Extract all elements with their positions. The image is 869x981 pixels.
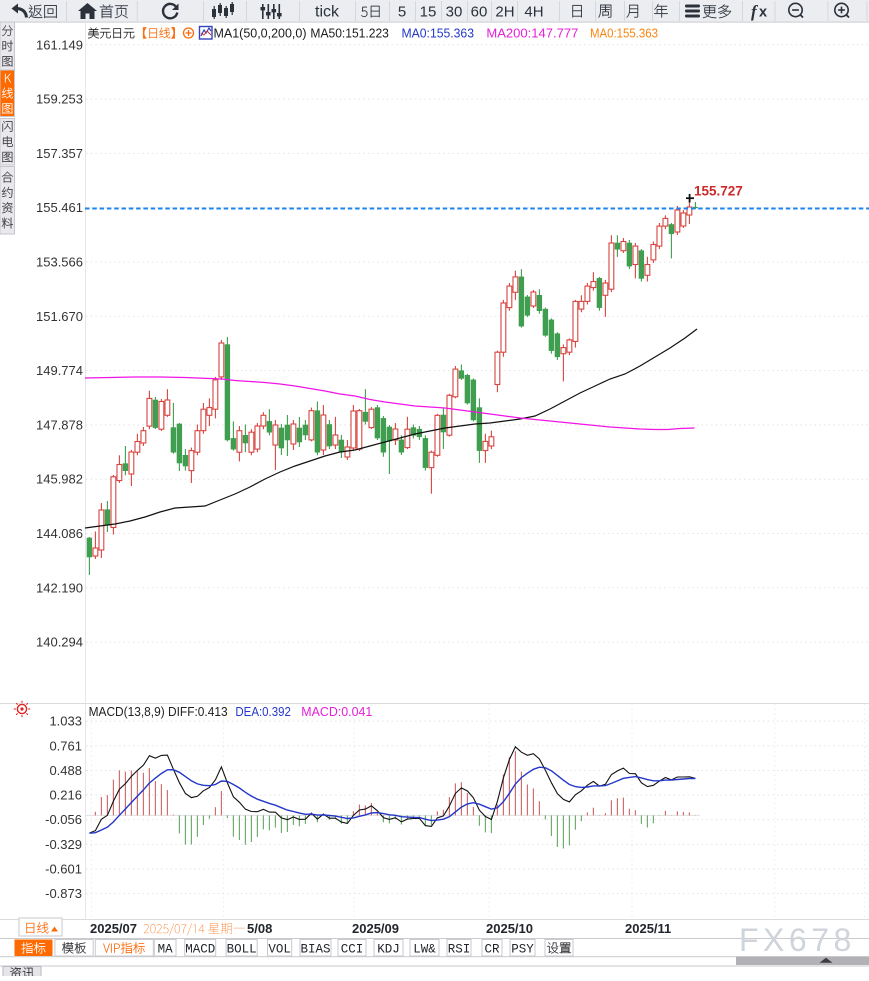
svg-text:2H: 2H [495,4,514,21]
svg-text:2025/11: 2025/11 [625,921,671,936]
svg-text:153.566: 153.566 [36,255,83,270]
svg-text:5/08: 5/08 [247,921,272,936]
svg-text:147.878: 147.878 [36,417,83,432]
svg-text:MA: MA [158,943,174,957]
svg-text:MA0:155.363: MA0:155.363 [590,26,658,41]
svg-text:MA200:147.777: MA200:147.777 [486,26,578,41]
svg-text:LW&: LW& [413,943,436,957]
svg-text:161.149: 161.149 [36,37,83,52]
svg-text:142.190: 142.190 [36,580,83,595]
svg-text:MACD: MACD [185,943,215,957]
svg-text:RSI: RSI [448,943,471,957]
svg-text:PSY: PSY [511,943,534,957]
svg-text:1.033: 1.033 [49,714,82,729]
svg-text:145.982: 145.982 [36,472,83,487]
svg-text:157.357: 157.357 [36,146,83,161]
svg-text:140.294: 140.294 [36,635,83,650]
svg-text:144.086: 144.086 [36,526,83,541]
svg-text:2025/10: 2025/10 [486,921,533,936]
svg-text:CCI: CCI [341,943,364,957]
svg-text:CR: CR [484,943,500,957]
svg-text:0.488: 0.488 [49,763,82,778]
svg-text:0.761: 0.761 [49,738,82,753]
svg-text:MA0:155.363: MA0:155.363 [402,26,475,41]
svg-text:0.216: 0.216 [49,788,82,803]
svg-text:BOLL: BOLL [227,943,257,957]
svg-text:DEA:0.392: DEA:0.392 [235,704,291,719]
svg-text:f: f [751,2,759,21]
svg-text:151.670: 151.670 [36,309,83,324]
svg-text:MACD(13,8,9) DIFF:0.413: MACD(13,8,9) DIFF:0.413 [89,704,228,719]
svg-text:-0.601: -0.601 [45,862,82,877]
svg-text:MA50:151.223: MA50:151.223 [310,26,389,41]
svg-text:-0.873: -0.873 [45,886,82,901]
svg-text:2025/09: 2025/09 [352,921,399,936]
svg-text:30: 30 [446,4,463,21]
svg-text:149.774: 149.774 [36,363,83,378]
svg-text:x: x [759,5,767,21]
svg-text:-0.056: -0.056 [45,812,82,827]
svg-text:159.253: 159.253 [36,92,83,107]
svg-text:BIAS: BIAS [300,943,330,957]
svg-text:FX678: FX678 [739,922,856,958]
svg-text:15: 15 [420,4,437,21]
svg-text:4H: 4H [524,4,543,21]
svg-text:5: 5 [398,4,406,21]
svg-text:MACD:0.041: MACD:0.041 [301,704,372,719]
svg-text:KDJ: KDJ [377,943,400,957]
svg-text:-0.329: -0.329 [45,837,82,852]
svg-text:155.727: 155.727 [694,184,743,199]
svg-text:VOL: VOL [268,943,291,957]
svg-text:tick: tick [315,4,340,21]
svg-text:2025/07: 2025/07 [90,921,137,936]
svg-text:60: 60 [471,4,488,21]
svg-text:MA1(50,0,200,0): MA1(50,0,200,0) [214,26,307,41]
svg-text:155.461: 155.461 [36,200,83,215]
